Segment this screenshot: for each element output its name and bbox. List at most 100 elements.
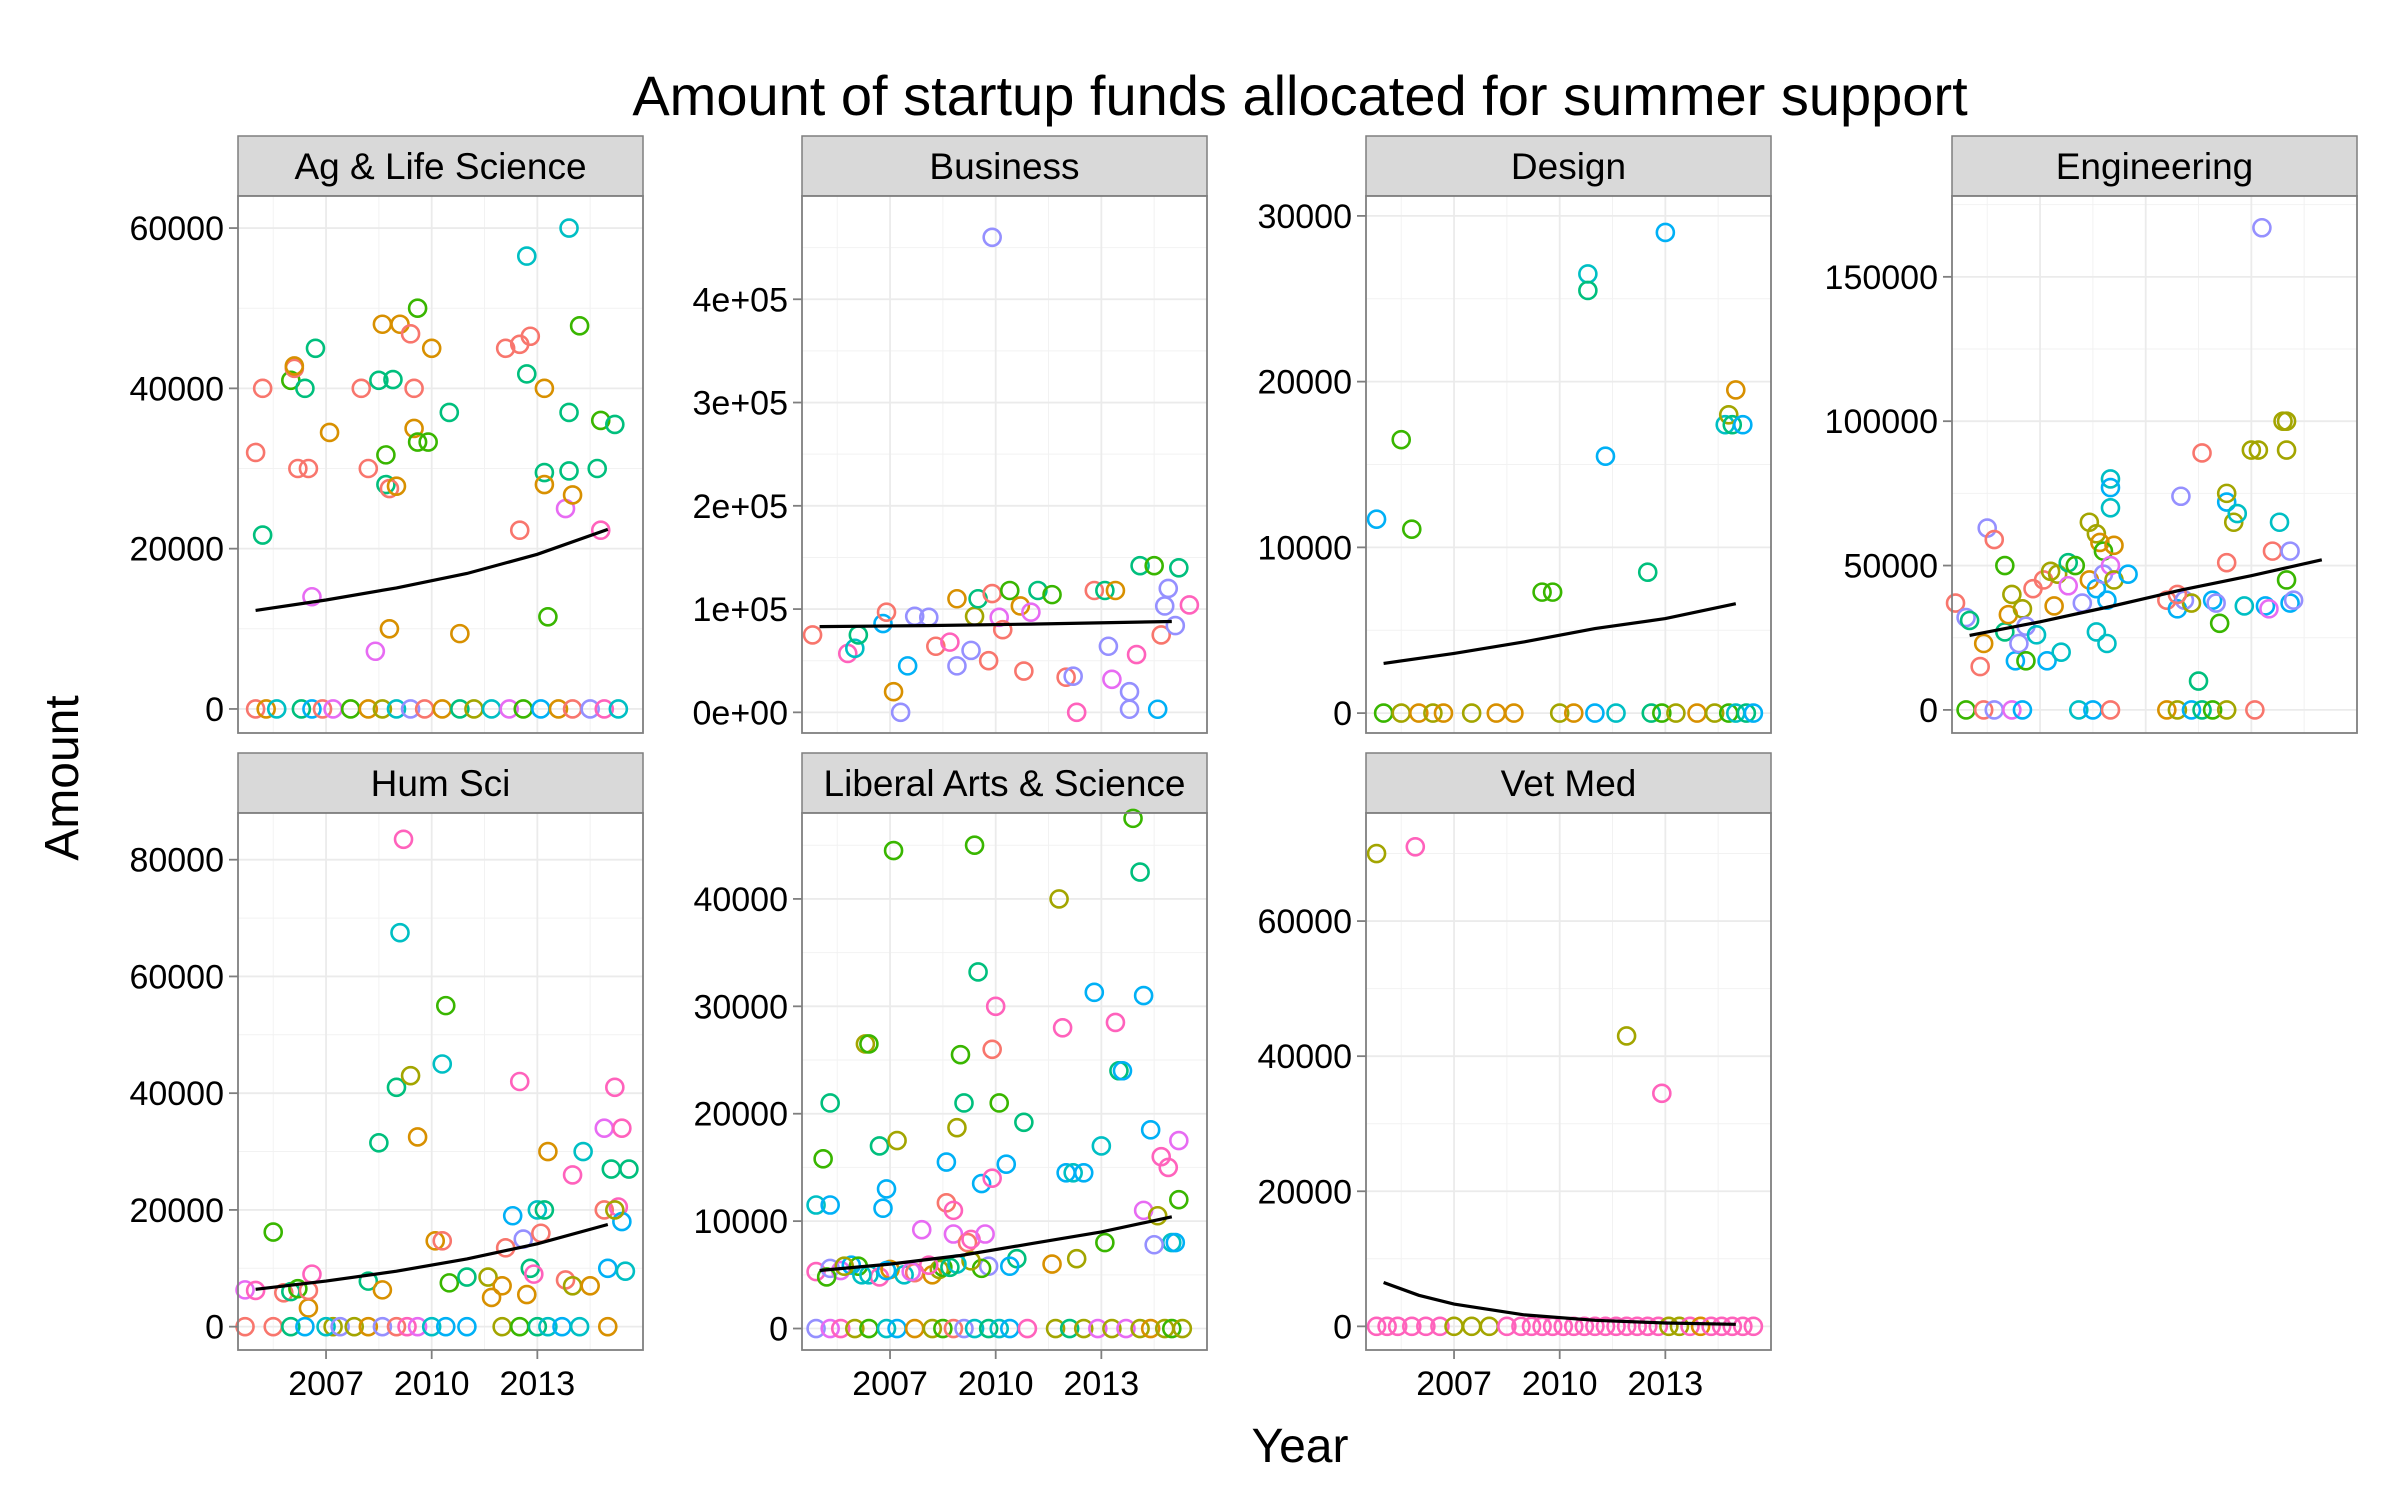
data-point [1648, 1316, 1669, 1337]
data-point [594, 699, 615, 719]
data-point [1585, 1316, 1605, 1337]
data-point [957, 1232, 978, 1253]
data-point [457, 1316, 477, 1337]
data-point [830, 1318, 851, 1339]
data-point [1095, 580, 1115, 601]
data-point [2100, 498, 2121, 518]
data-point [820, 1195, 840, 1215]
data-point [605, 1077, 625, 1098]
data-point [1401, 1316, 1422, 1337]
data-point [284, 356, 305, 376]
data-point [527, 1200, 548, 1220]
data-point [2012, 700, 2033, 720]
data-point [1049, 889, 1069, 909]
data-point [2065, 555, 2086, 576]
data-point [1098, 636, 1119, 657]
data-point [1014, 661, 1034, 681]
data-point [400, 324, 421, 344]
data-point [806, 1318, 826, 1339]
data-point [1733, 414, 1753, 435]
data-point [358, 1271, 379, 1291]
data-point [1595, 446, 1616, 467]
data-point [1147, 699, 1168, 720]
data-point [1461, 703, 1482, 723]
data-point [235, 1280, 255, 1300]
data-point [2276, 411, 2297, 431]
data-point [2216, 483, 2237, 504]
data-point [1532, 582, 1552, 602]
data-point [1659, 1316, 1679, 1337]
facet-panels: Ag & Life Science 0 20000 40000 60000 Busines… [129, 135, 2358, 1403]
data-point [1014, 1112, 1034, 1133]
data-point [597, 1316, 618, 1337]
data-point [527, 1316, 548, 1337]
y-tick-label: 0 [205, 1309, 224, 1347]
y-tick-label: 0 [1333, 695, 1352, 733]
facet-strip [237, 135, 644, 197]
data-point [2202, 590, 2223, 610]
data-point [390, 314, 410, 335]
data-point [569, 1316, 590, 1337]
data-point [1021, 602, 1041, 622]
data-point [936, 1152, 957, 1172]
data-point [509, 520, 530, 541]
data-point [407, 1127, 428, 1147]
data-point [534, 474, 555, 495]
data-point [288, 1278, 308, 1299]
data-point [1595, 1316, 1616, 1337]
data-point [2209, 613, 2230, 634]
data-point [358, 458, 379, 479]
data-point [376, 474, 396, 495]
data-point [1736, 703, 1757, 723]
data-point [1140, 1120, 1161, 1140]
panel-engineering: Engineering 0 50000 100000 150000 [1825, 135, 2358, 734]
panel-border [1951, 195, 2358, 734]
data-point [1377, 1316, 1397, 1337]
data-point [2216, 492, 2237, 512]
data-point [1606, 1316, 1626, 1337]
data-point [989, 1318, 1010, 1339]
data-point [2245, 700, 2265, 720]
y-tick-label: 4e+05 [693, 281, 789, 319]
data-point [1017, 1318, 1038, 1339]
y-tick-label: 50000 [1843, 548, 1938, 586]
data-point [841, 1255, 862, 1275]
data-point [516, 246, 537, 266]
y-tick-label: 40000 [129, 370, 224, 408]
x-tick-label: 2010 [1522, 1365, 1598, 1403]
data-point [964, 1318, 985, 1339]
data-point [245, 1280, 266, 1301]
data-point [968, 962, 988, 982]
data-point [989, 1093, 1010, 1113]
data-point [2002, 584, 2022, 605]
data-point [1010, 596, 1031, 616]
data-point [1722, 1316, 1743, 1337]
panel-hum-sci: Hum Sci 0 20000 40000 60000 80000 2007 2010 2013 [129, 752, 644, 1403]
data-point [2181, 593, 2202, 613]
data-point [1105, 580, 1126, 601]
data-point [1959, 610, 1980, 631]
data-point [999, 580, 1020, 601]
panel-background [1952, 196, 2357, 733]
data-point [911, 1219, 932, 1240]
facet-strip-label: Business [929, 146, 1079, 187]
panel-background [238, 813, 643, 1350]
data-point [1497, 1316, 1517, 1337]
data-point [1045, 1318, 1066, 1339]
data-point [344, 1316, 365, 1337]
data-point [2058, 575, 2079, 596]
data-point [524, 1264, 544, 1284]
data-point [386, 476, 407, 496]
points-layer [245, 218, 629, 719]
data-point [266, 699, 287, 719]
x-tick-label: 2010 [394, 1365, 470, 1403]
data-point [418, 432, 438, 452]
data-point [1169, 1189, 1189, 1210]
data-point [516, 364, 537, 384]
data-point [2100, 469, 2121, 489]
data-point [2280, 541, 2300, 561]
data-point [1158, 578, 1179, 599]
data-point [2248, 440, 2269, 460]
data-point [291, 699, 312, 719]
